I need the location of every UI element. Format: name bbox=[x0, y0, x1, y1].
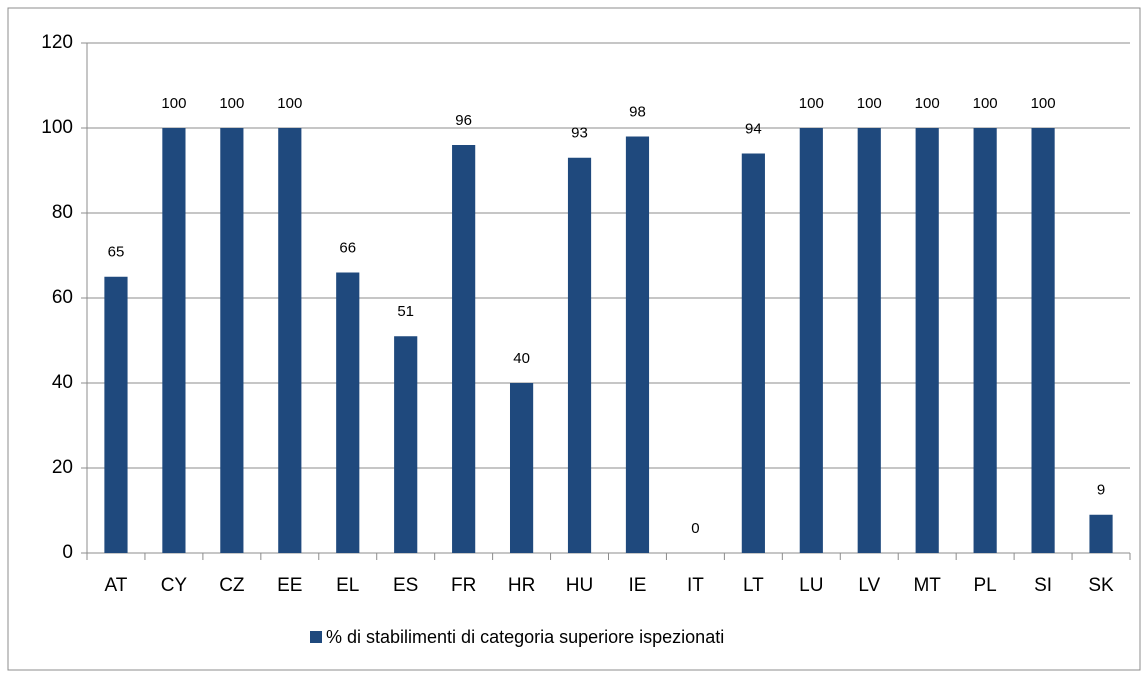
x-tick-label: EL bbox=[336, 575, 359, 596]
legend-swatch bbox=[310, 631, 322, 643]
bar bbox=[973, 128, 997, 553]
data-label: 100 bbox=[973, 95, 998, 112]
bar bbox=[1031, 128, 1055, 553]
bar bbox=[915, 128, 939, 553]
x-tick-label: SI bbox=[1034, 575, 1052, 596]
x-tick-label: LU bbox=[799, 575, 823, 596]
data-label: 40 bbox=[513, 350, 530, 367]
bar bbox=[625, 136, 650, 553]
y-tick-label: 100 bbox=[41, 117, 73, 138]
data-label: 94 bbox=[745, 120, 762, 137]
bar bbox=[104, 276, 128, 553]
x-tick-label: SK bbox=[1088, 575, 1114, 596]
x-tick-label: ES bbox=[393, 575, 418, 596]
data-label: 100 bbox=[915, 95, 940, 112]
x-tick-label: LV bbox=[858, 575, 880, 596]
data-label: 98 bbox=[629, 103, 646, 120]
bar bbox=[162, 128, 186, 553]
x-tick-label: EE bbox=[277, 575, 302, 596]
x-tick-label: HR bbox=[508, 575, 535, 596]
y-tick-label: 40 bbox=[52, 372, 73, 393]
bar bbox=[1089, 514, 1113, 553]
data-label: 100 bbox=[161, 95, 186, 112]
data-label: 65 bbox=[108, 244, 125, 261]
y-tick-label: 80 bbox=[52, 202, 73, 223]
x-tick-label: LT bbox=[743, 575, 764, 596]
x-tick-label: MT bbox=[913, 575, 941, 596]
x-tick-label: AT bbox=[105, 575, 128, 596]
data-label: 93 bbox=[571, 125, 588, 142]
bar bbox=[452, 145, 476, 553]
bar bbox=[857, 128, 881, 553]
y-tick-label: 20 bbox=[52, 457, 73, 478]
x-tick-label: IT bbox=[687, 575, 704, 596]
data-label: 9 bbox=[1097, 482, 1105, 499]
x-tick-label: IE bbox=[628, 575, 646, 596]
data-label: 100 bbox=[1031, 95, 1056, 112]
bar bbox=[336, 272, 360, 553]
data-label: 51 bbox=[397, 303, 414, 320]
bar bbox=[799, 128, 823, 553]
data-label: 66 bbox=[339, 239, 356, 256]
bar bbox=[567, 157, 592, 553]
data-label: 0 bbox=[691, 520, 699, 537]
legend-label: % di stabilimenti di categoria superiore… bbox=[326, 627, 724, 647]
data-label: 100 bbox=[219, 95, 244, 112]
data-label: 100 bbox=[857, 95, 882, 112]
bar bbox=[741, 153, 765, 553]
bar bbox=[394, 336, 418, 553]
data-label: 96 bbox=[455, 112, 472, 129]
y-tick-label: 60 bbox=[52, 287, 73, 308]
y-tick-label: 120 bbox=[41, 32, 73, 53]
x-tick-label: CZ bbox=[219, 575, 245, 596]
bar bbox=[509, 383, 534, 553]
x-tick-label: CY bbox=[161, 575, 188, 596]
bar bbox=[278, 128, 302, 553]
data-label: 100 bbox=[277, 95, 302, 112]
x-tick-label: PL bbox=[974, 575, 997, 596]
x-tick-label: FR bbox=[451, 575, 476, 596]
bar bbox=[220, 128, 244, 553]
data-label: 100 bbox=[799, 95, 824, 112]
x-tick-label: HU bbox=[566, 575, 593, 596]
y-tick-label: 0 bbox=[62, 542, 73, 563]
